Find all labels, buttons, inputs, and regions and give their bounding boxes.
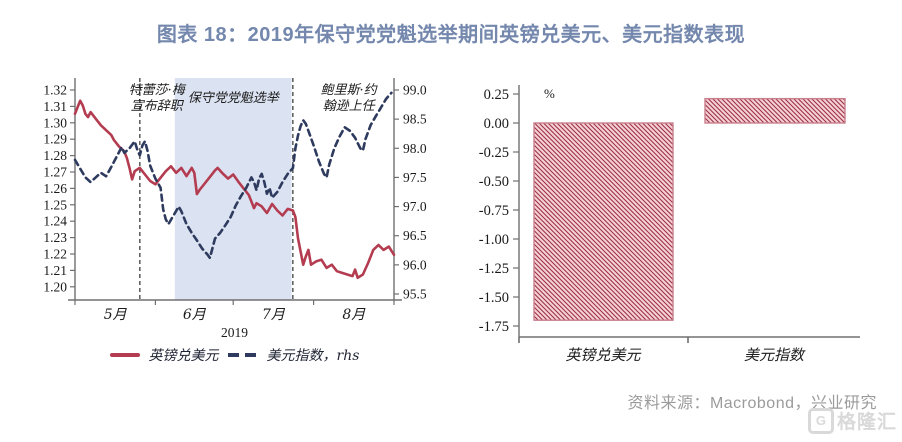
y-tick-label: 0.25 [484, 87, 509, 103]
election-period-label: 保守党党魁选举 [188, 91, 281, 106]
y-right-tick-label: 97.5 [403, 170, 427, 185]
month-label: 5月 [104, 307, 128, 323]
y-right-tick-label: 97.0 [403, 199, 427, 214]
y-left-tick-label: 1.29 [43, 132, 67, 147]
usd-dash-swatch-icon [227, 353, 258, 357]
y-right-tick-label: 99.0 [403, 83, 427, 98]
watermark-logo: G 格隆汇 [807, 407, 897, 434]
y-tick-label: -0.75 [479, 203, 509, 219]
y-left-tick-label: 1.24 [43, 214, 67, 229]
gbp-line-swatch-icon [109, 353, 140, 357]
watermark-text: 格隆汇 [836, 412, 897, 433]
y-right-tick-label: 98.5 [403, 112, 427, 127]
category-label: 英镑兑美元 [565, 346, 641, 364]
line-chart-block: 1.32 1.31 1.30 1.29 1.28 1.27 1.26 1.25 1.24 1.23… [30, 78, 470, 364]
y-right-tick-label: 98.0 [403, 141, 427, 156]
bar-chart-block: 0.25 0.00 -0.25 -0.50 -0.75 -1.00 -1.25 -1.50 -1… [458, 78, 898, 383]
series-usd-index-line [73, 91, 393, 260]
event-line-johnson-takes-office-label: 鲍里斯·约翰逊上任 [321, 83, 379, 114]
gelonghui-g-icon: G [807, 407, 834, 434]
legend-label-usd-index: 美元指数，rhs [266, 348, 360, 364]
chart-legend: 英镑兑美元 美元指数，rhs [75, 346, 394, 364]
y-left-tick-label: 1.32 [43, 83, 67, 98]
y-left-tick-label: 1.27 [43, 165, 67, 180]
y-tick-label: -0.50 [479, 174, 509, 190]
y-left-tick-label: 1.31 [43, 99, 67, 114]
bar-chart: 0.25 0.00 -0.25 -0.50 -0.75 -1.00 -1.25 -1.50 -1… [479, 85, 860, 364]
y-left-tick-label: 1.20 [43, 279, 67, 294]
legend-label-gbpusd: 英镑兑美元 [148, 348, 219, 364]
y-left-tick-label: 1.30 [43, 115, 67, 130]
y-tick-label: -1.00 [479, 232, 509, 248]
year-label: 2019 [221, 325, 248, 340]
month-label: 6月 [183, 307, 207, 323]
y-tick-label: -1.75 [479, 319, 509, 335]
y-tick-label: -1.25 [479, 261, 509, 277]
bar-gbpusd [533, 122, 674, 321]
month-label: 7月 [262, 307, 286, 323]
month-label: 8月 [342, 307, 366, 323]
percent-axis-label: % [544, 86, 555, 101]
election-period-shade [174, 78, 292, 300]
y-right-tick-label: 95.5 [403, 287, 427, 302]
y-left-tick-label: 1.26 [43, 181, 67, 196]
y-tick-label: 0.00 [484, 116, 509, 132]
y-left-tick-label: 1.28 [43, 148, 67, 163]
y-left-tick-label: 1.23 [43, 230, 67, 245]
category-label: 美元指数 [744, 346, 806, 364]
line-chart: 1.321.311.30 1.291.28 1.271.261.25 1.241.23… [43, 78, 427, 340]
page-title: 图表 18：2019年保守党党魁选举期间英镑兑美元、美元指数表现 [156, 24, 746, 46]
y-left-tick-label: 1.22 [43, 247, 67, 262]
y-left-tick-label: 1.25 [43, 197, 67, 212]
y-right-tick-label: 96.5 [403, 228, 427, 243]
event-line-may-resignation-label: 特蕾莎·梅宣布辞职 [129, 83, 187, 114]
y-tick-label: -0.25 [479, 145, 509, 161]
y-right-tick-label: 96.0 [403, 257, 427, 272]
y-tick-label: -1.50 [479, 290, 509, 306]
y-left-tick-label: 1.21 [43, 263, 67, 278]
bar-usd-index [704, 97, 846, 124]
